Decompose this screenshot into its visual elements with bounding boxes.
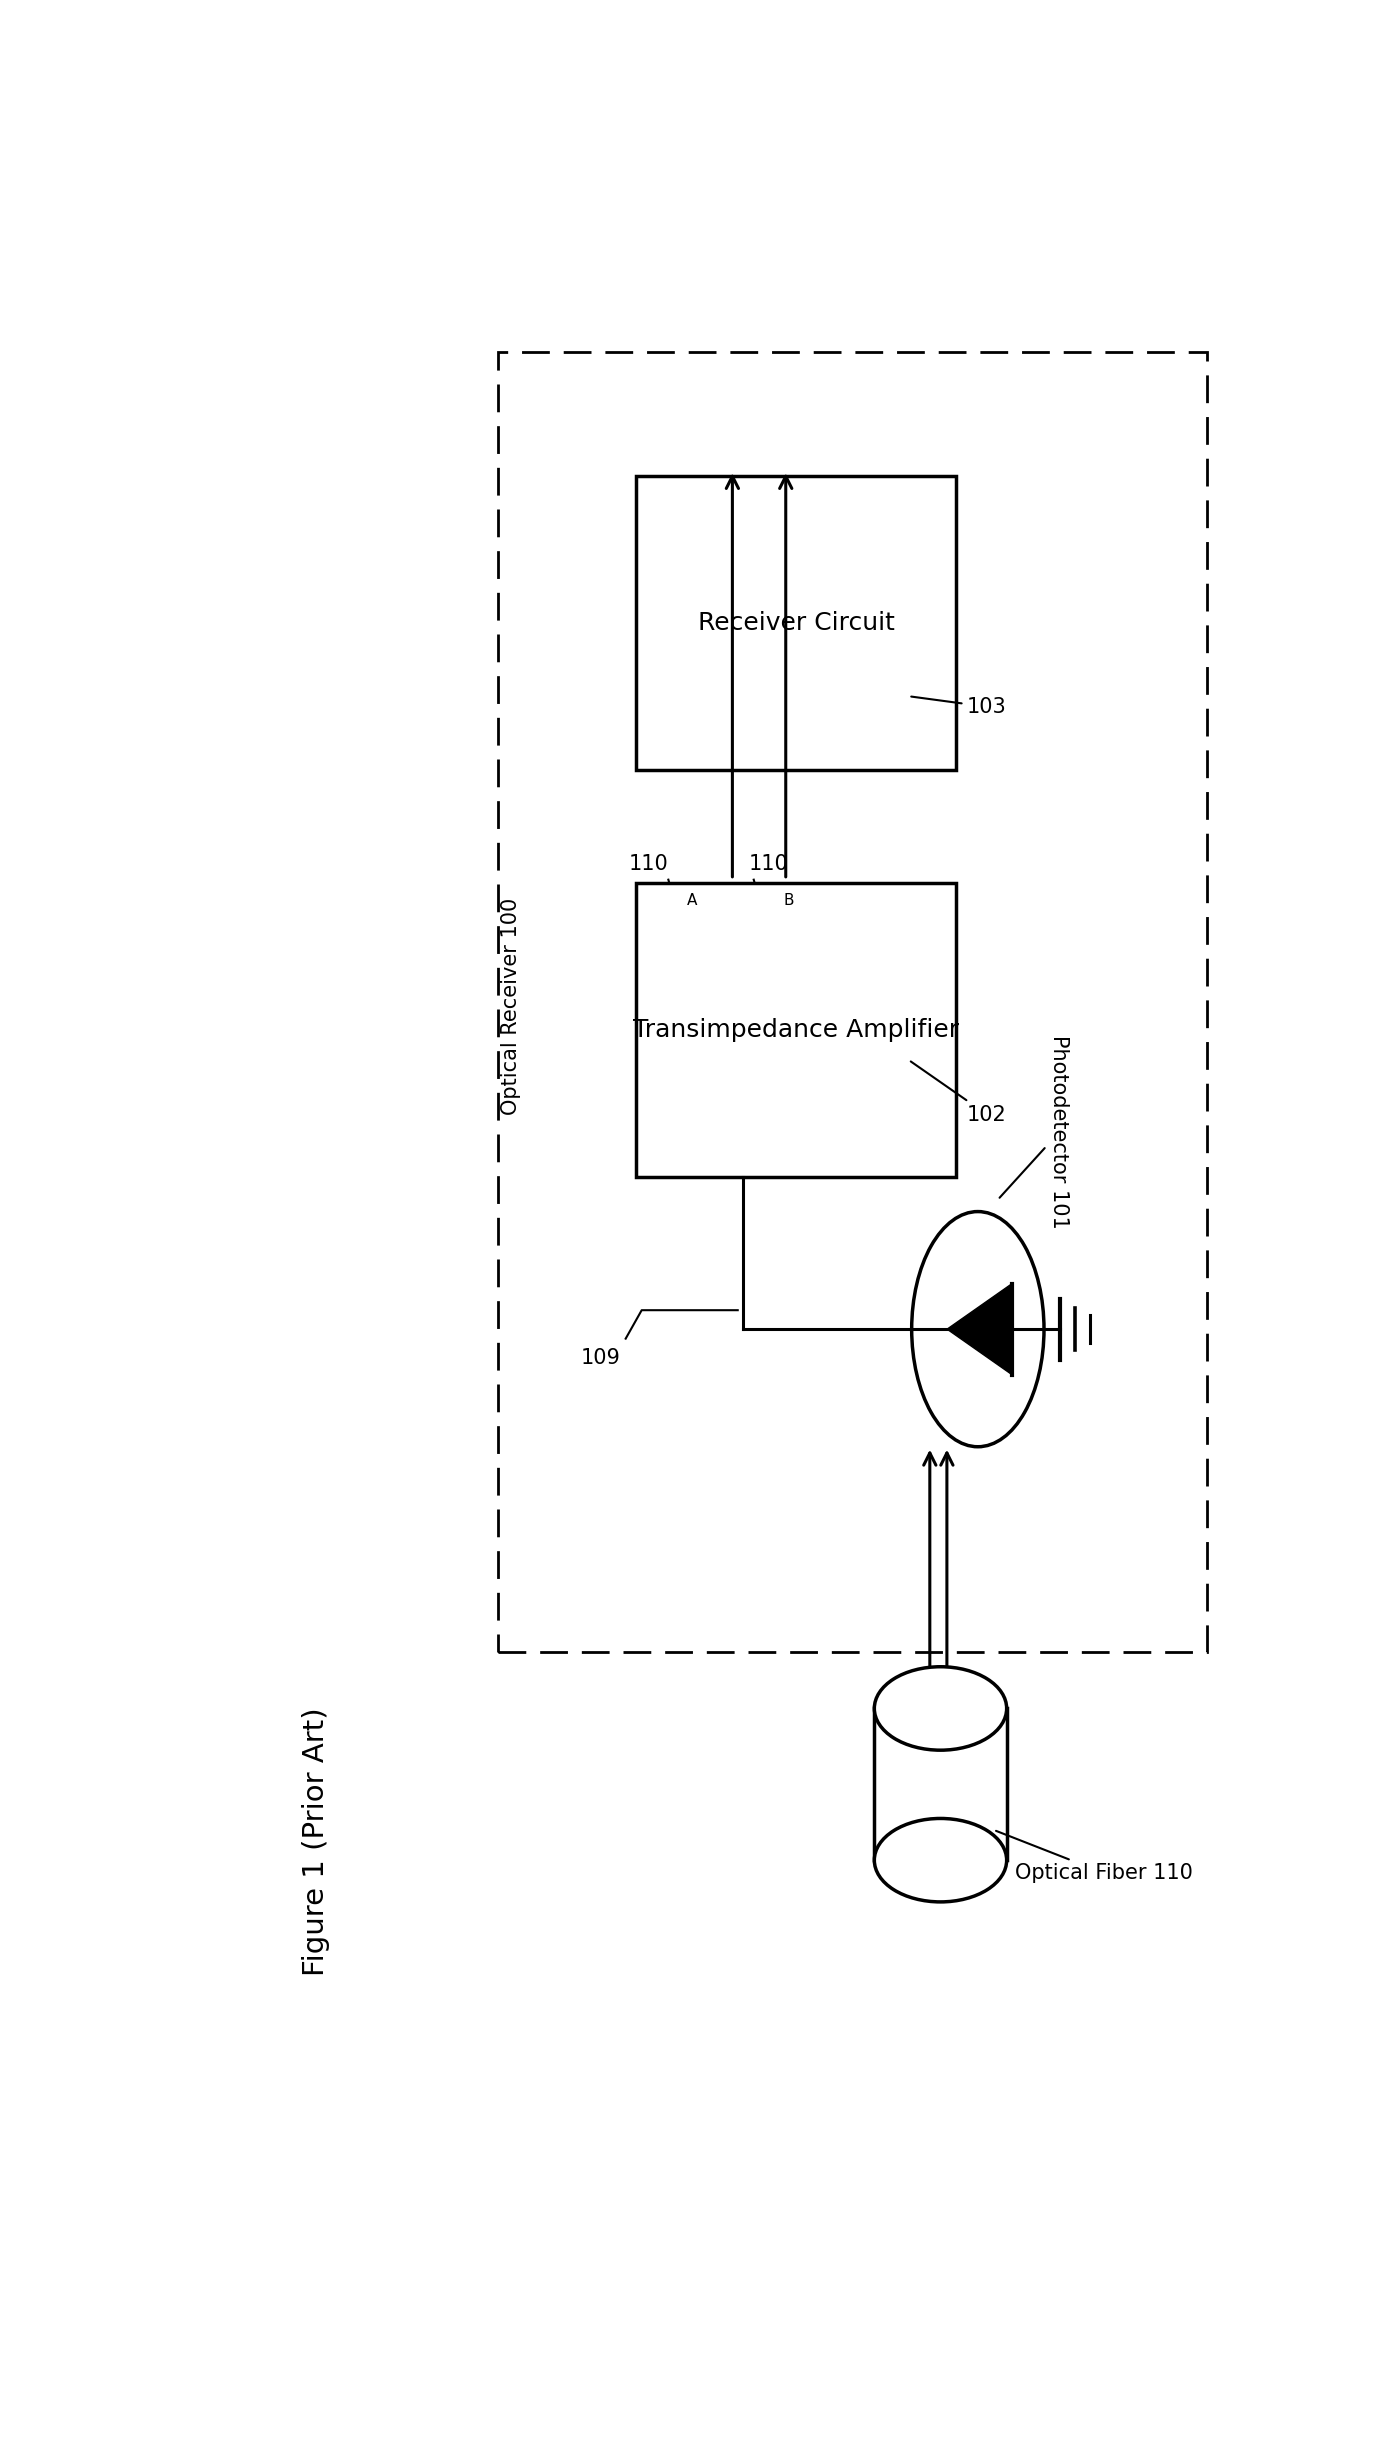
Text: 109: 109 [581, 1347, 620, 1367]
Bar [874, 1709, 1007, 1860]
Bar [636, 475, 957, 768]
Text: Optical Receiver 100: Optical Receiver 100 [501, 899, 522, 1116]
Text: 103: 103 [912, 697, 1007, 717]
Text: Optical Fiber 110: Optical Fiber 110 [996, 1830, 1192, 1884]
Bar [497, 352, 1208, 1653]
Text: A: A [687, 894, 697, 909]
Ellipse shape [874, 1667, 1007, 1751]
Text: B: B [784, 894, 795, 909]
Text: Figure 1 (Prior Art): Figure 1 (Prior Art) [302, 1707, 330, 1975]
Bar [636, 884, 957, 1177]
Text: 110: 110 [749, 855, 788, 874]
Polygon shape [947, 1283, 1012, 1374]
Circle shape [912, 1212, 1044, 1446]
Ellipse shape [874, 1818, 1007, 1901]
Text: 110: 110 [629, 855, 668, 874]
Text: Receiver Circuit: Receiver Circuit [698, 611, 895, 635]
Text: Transimpedance Amplifier: Transimpedance Amplifier [633, 1020, 960, 1042]
Text: Photodetector 101: Photodetector 101 [1000, 1034, 1070, 1229]
Text: 102: 102 [910, 1062, 1007, 1126]
